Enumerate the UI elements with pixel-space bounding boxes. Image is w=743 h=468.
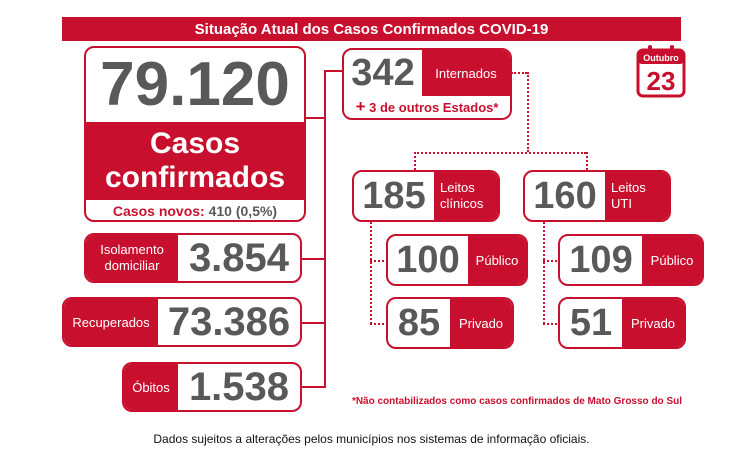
icu-public-label: Público <box>642 236 702 284</box>
connector-recovered <box>300 322 326 324</box>
confirmed-cases-card: 79.120 Casos confirmados Casos novos: 41… <box>84 46 306 222</box>
icu-label-line1: Leitos <box>611 180 646 195</box>
clinical-private-card: 85 Privado <box>386 297 514 349</box>
calendar-day: 23 <box>647 66 676 96</box>
dotted-clinical-branch <box>370 222 372 324</box>
dotted-clinical-private <box>370 323 388 325</box>
calendar-month: Outubro <box>643 53 679 63</box>
clinical-public-label: Público <box>468 236 526 284</box>
icu-private-card: 51 Privado <box>558 297 686 349</box>
icu-public-value: 109 <box>569 239 633 281</box>
icu-value: 160 <box>533 175 597 217</box>
hospitalized-value: 342 <box>351 52 415 94</box>
hospitalized-extra-text: 3 de outros Estados* <box>369 100 499 115</box>
icu-beds-card: 160 Leitos UTI <box>523 170 671 222</box>
confirmed-value: 79.120 <box>100 50 290 119</box>
new-cases-value: 410 (0,5%) <box>208 203 278 219</box>
connector-isolation <box>300 258 326 260</box>
connector-hospitalized <box>324 70 342 72</box>
recovered-label: Recuperados <box>64 299 158 345</box>
icu-label: Leitos UTI <box>605 172 669 220</box>
clinical-public-value: 100 <box>396 239 460 281</box>
hospitalized-label: Internados <box>422 50 510 96</box>
confirmed-label: Casos confirmados <box>86 122 304 200</box>
clinical-value: 185 <box>362 175 426 217</box>
isolation-card: Isolamento domiciliar 3.854 <box>84 233 302 283</box>
icu-label-line2: UTI <box>611 196 632 211</box>
new-cases-label: Casos novos: <box>112 203 205 219</box>
clinical-label: Leitos clínicos <box>434 172 498 220</box>
deaths-label: Óbitos <box>124 364 178 410</box>
disclaimer: Dados sujeitos a alterações pelos municí… <box>153 432 590 446</box>
dotted-to-clinical <box>414 152 416 170</box>
plus-icon: + <box>355 97 366 116</box>
deaths-card: Óbitos 1.538 <box>122 362 302 412</box>
dotted-icu-private <box>543 323 561 325</box>
connector-confirmed <box>304 117 326 119</box>
recovered-card: Recuperados 73.386 <box>62 297 302 347</box>
isolation-value: 3.854 <box>188 236 290 280</box>
clinical-label-line2: clínicos <box>440 196 484 211</box>
dotted-hospitalized-down <box>527 72 529 152</box>
clinical-beds-card: 185 Leitos clínicos <box>352 170 500 222</box>
new-cases: Casos novos: 410 (0,5%) <box>86 201 304 220</box>
dotted-hospitalized-right <box>511 72 527 74</box>
dotted-split <box>414 152 586 154</box>
connector-deaths <box>300 386 326 388</box>
recovered-value: 73.386 <box>167 300 291 344</box>
connector-vertical <box>324 70 326 388</box>
dotted-icu-branch <box>543 222 545 324</box>
isolation-label-line1: Isolamento <box>100 242 164 257</box>
isolation-label: Isolamento domiciliar <box>86 235 178 281</box>
clinical-label-line1: Leitos <box>440 180 475 195</box>
icu-public-card: 109 Público <box>558 234 704 286</box>
confirmed-label-line1: Casos <box>149 127 241 160</box>
icu-private-value: 51 <box>569 302 613 344</box>
clinical-private-value: 85 <box>397 302 441 344</box>
isolation-label-line2: domiciliar <box>104 258 160 273</box>
hospitalized-card: 342 Internados + 3 de outros Estados* <box>342 48 512 120</box>
calendar-icon: Outubro 23 <box>636 44 686 98</box>
dotted-clinical-public <box>370 260 388 262</box>
page-title: Situação Atual dos Casos Confirmados COV… <box>62 17 681 41</box>
dotted-icu-public <box>543 260 561 262</box>
clinical-public-card: 100 Público <box>386 234 528 286</box>
deaths-value: 1.538 <box>188 365 290 409</box>
hospitalized-extra: + 3 de outros Estados* <box>344 97 510 118</box>
confirmed-label-line2: confirmados <box>104 161 286 194</box>
footnote: *Não contabilizados como casos confirmad… <box>351 396 682 407</box>
clinical-private-label: Privado <box>450 299 512 347</box>
icu-private-label: Privado <box>622 299 684 347</box>
dotted-to-icu <box>586 152 588 170</box>
